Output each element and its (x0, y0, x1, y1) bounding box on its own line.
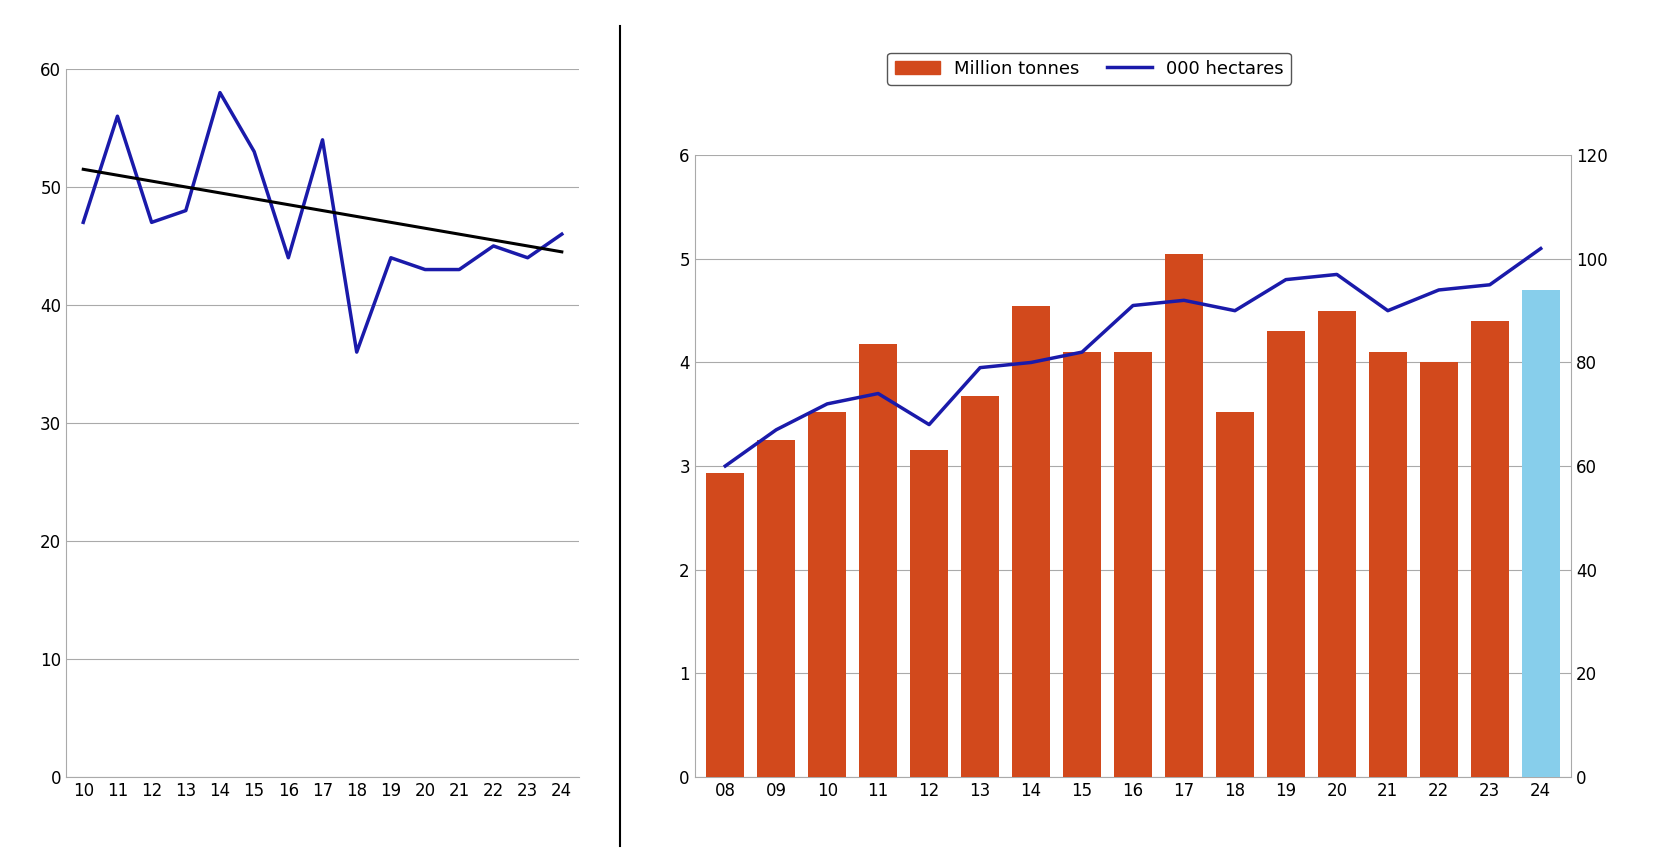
Bar (1064, 352, 1102, 777)
Bar (1012, 306, 1050, 777)
Bar (1370, 352, 1408, 777)
Bar (910, 450, 948, 777)
Bar (858, 343, 896, 777)
Legend: Million tonnes, 000 hectares: Million tonnes, 000 hectares (887, 53, 1292, 85)
Bar (1216, 413, 1254, 777)
Bar (1113, 352, 1153, 777)
Bar (1318, 311, 1356, 777)
Bar (706, 473, 744, 777)
Bar (1164, 254, 1202, 777)
Bar (809, 413, 847, 777)
Bar (961, 395, 999, 777)
Bar (758, 440, 796, 777)
Bar (1522, 290, 1560, 777)
Bar (1419, 362, 1457, 777)
Bar (1267, 331, 1305, 777)
Bar (1470, 321, 1508, 777)
